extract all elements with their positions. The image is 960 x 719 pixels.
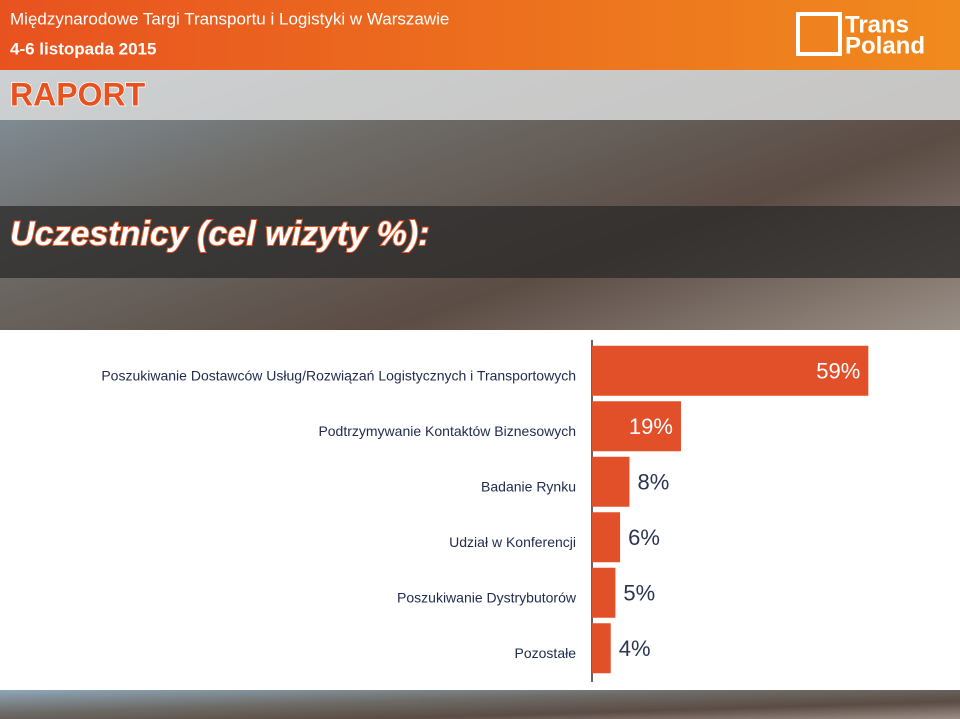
title-band [0, 206, 960, 278]
value-label: 8% [637, 470, 669, 495]
category-label: Udział w Konferencji [449, 534, 576, 550]
value-label: 6% [628, 525, 660, 550]
bar [592, 512, 621, 563]
logo-icon [796, 12, 842, 56]
value-label: 5% [623, 581, 655, 606]
value-label: 19% [629, 414, 673, 439]
value-label: 59% [816, 359, 860, 384]
chart-title: Uczestnicy (cel wizyty %): [10, 215, 429, 253]
event-date: 4-6 listopada 2015 [10, 39, 156, 58]
bar [592, 456, 630, 507]
report-band [0, 70, 960, 120]
bar [592, 345, 869, 396]
category-label: Poszukiwanie Dostawców Usług/Rozwiązań L… [101, 367, 576, 383]
category-label: Podtrzymywanie Kontaktów Biznesowych [318, 423, 576, 439]
photo-strip [0, 690, 960, 719]
logo-text: Trans [845, 11, 909, 38]
event-name: Międzynarodowe Targi Transportu i Logist… [10, 9, 449, 28]
value-label: 4% [619, 636, 651, 661]
category-label: Pozostałe [515, 645, 577, 661]
category-label: Poszukiwanie Dystrybutorów [397, 589, 577, 605]
category-label: Badanie Rynku [481, 478, 576, 494]
bar [592, 567, 616, 618]
bar [592, 623, 611, 674]
logo: Trans Poland [796, 11, 925, 59]
bar [592, 401, 681, 452]
logo-text: Poland [845, 32, 925, 59]
report-label: RAPORT [10, 76, 146, 112]
